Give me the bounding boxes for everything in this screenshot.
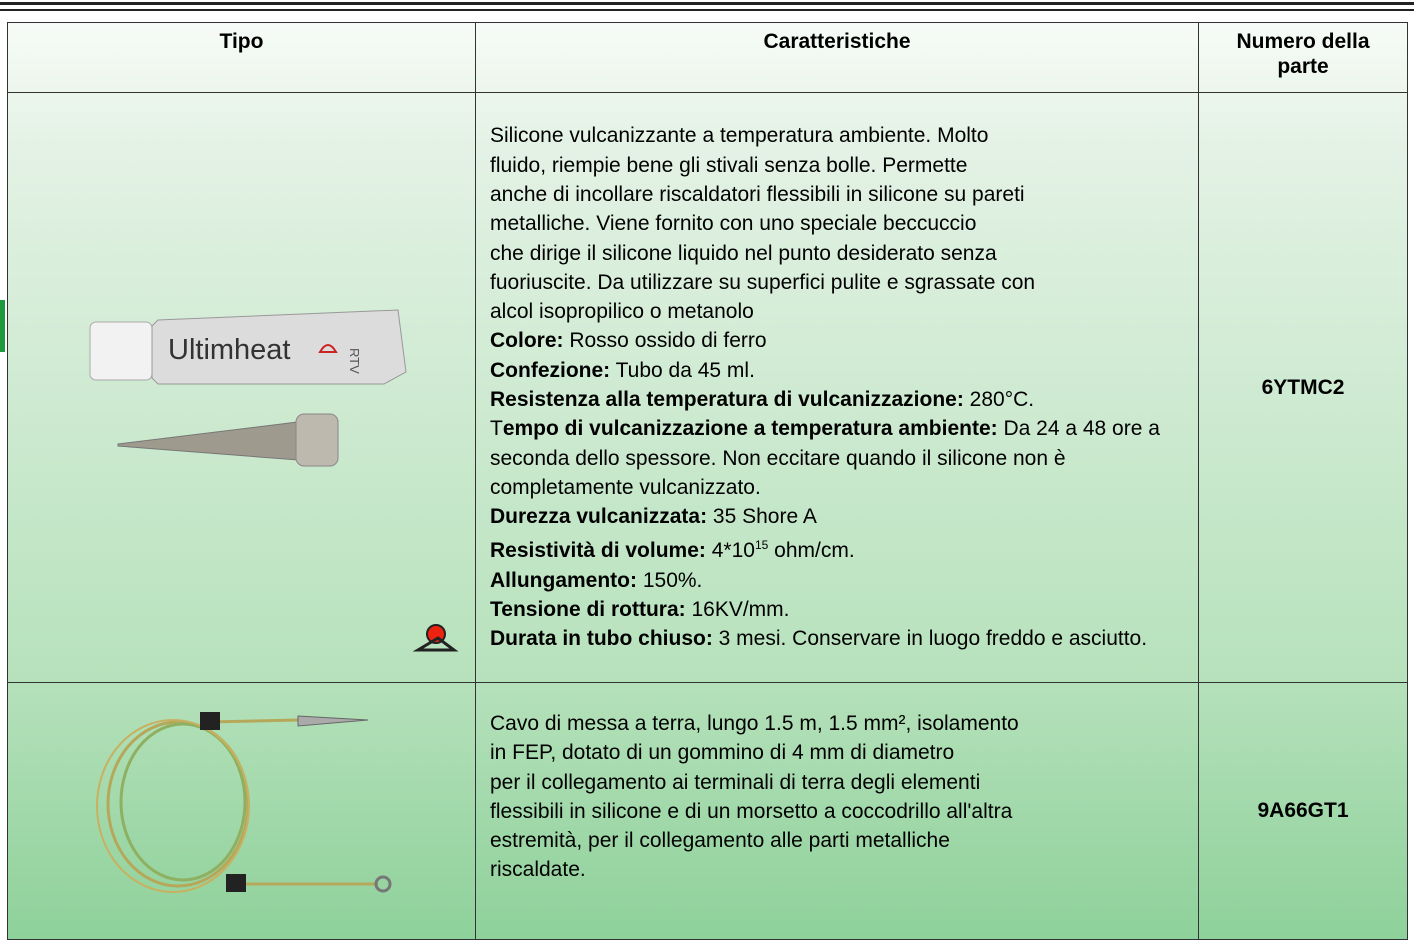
property: Confezione: Tubo da 45 ml. (490, 356, 1186, 385)
header-cell: Caratteristiche (475, 22, 1199, 93)
property: Durata in tubo chiuso: 3 mesi. Conservar… (490, 624, 1186, 653)
property-label: Tensione di rottura: (490, 598, 686, 622)
property-value: 35 Shore A (707, 505, 817, 529)
product-table: Tipo Caratteristiche Numero della parte … (7, 22, 1408, 940)
property-label: Resistività di volume: (490, 539, 706, 563)
property-value: Rosso ossido di ferro (563, 329, 767, 353)
property-label: Durata in tubo chiuso: (490, 627, 713, 651)
property-label: Durezza vulcanizzata: (490, 505, 708, 529)
property-value: 16KV/mm. (685, 598, 790, 622)
description-line: fluido, riempie bene gli stivali senza b… (490, 153, 968, 177)
brand-label: Ultimheat (168, 334, 291, 366)
property-value: Tubo da 45 ml. (610, 358, 755, 382)
part-number: 6YTMC2 (1198, 92, 1408, 683)
tube-illustration: Ultimheat RTV (89, 308, 459, 651)
description-line: Silicone vulcanizzante a temperatura amb… (490, 124, 989, 148)
property-label: Allungamento: (490, 568, 637, 592)
property-label: Confezione: (490, 358, 611, 382)
property: Resistività di volume: 4*1015 ohm/cm. (490, 531, 1186, 565)
property-value: Da 24 a 48 ore a seconda dello spessore.… (490, 417, 1160, 499)
description-line: che dirige il silicone liquido nel punto… (490, 241, 997, 265)
property: Resistenza alla temperatura di vulcanizz… (490, 385, 1186, 414)
part-number: 9A66GT1 (1198, 682, 1408, 940)
property-unit: ohm/cm. (768, 539, 855, 563)
header-text: Numero della parte (1236, 30, 1370, 78)
property-prefix: T (490, 417, 503, 441)
property-label: Resistenza alla temperatura di vulcanizz… (490, 388, 964, 411)
side-marker (0, 300, 5, 352)
description-line: per il collegamento ai terminali di terr… (490, 770, 981, 794)
cable-illustration (96, 711, 392, 893)
property-label: Colore: (490, 329, 564, 353)
image-cell: Ultimheat RTV (7, 92, 476, 683)
description-line: flessibili in silicone e di un morsetto … (490, 799, 1013, 823)
property: Colore: Rosso ossido di ferro (490, 326, 1186, 355)
property-exponent: 15 (754, 538, 769, 553)
property-value: 4*10 (705, 539, 755, 563)
description-line: alcol isopropilico o metanolo (490, 300, 754, 324)
description-line: anche di incollare riscaldatori flessibi… (490, 182, 1025, 206)
top-rule (0, 2, 1414, 11)
header-cell: Tipo (7, 22, 476, 93)
property: Tensione di rottura: 16KV/mm. (490, 595, 1186, 624)
property-label: empo di vulcanizzazione a temperatura am… (502, 417, 998, 441)
description-line: metalliche. Viene fornito con uno specia… (490, 212, 977, 236)
property-value: 3 mesi. Conservare in luogo freddo e asc… (712, 627, 1148, 651)
brand-mark: RTV (347, 348, 362, 374)
property: Tempo di vulcanizzazione a temperatura a… (490, 414, 1186, 502)
description-line: fuoriuscite. Da utilizzare su superfici … (490, 270, 1036, 294)
property-value: 280°C. (963, 388, 1035, 411)
property: Allungamento: 150%. (490, 566, 1186, 595)
description-cell: Silicone vulcanizzante a temperatura amb… (475, 92, 1199, 683)
image-cell (7, 682, 476, 940)
description-line: Cavo di messa a terra, lungo 1.5 m, 1.5 … (490, 712, 1019, 735)
description-line: in FEP, dotato di un gommino di 4 mm di … (490, 741, 955, 765)
description-line: riscaldate. (490, 858, 586, 882)
property: Durezza vulcanizzata: 35 Shore A (490, 502, 1186, 531)
property-value: 150%. (637, 568, 703, 592)
description-cell: Cavo di messa a terra, lungo 1.5 m, 1.5 … (475, 682, 1199, 940)
header-cell: Numero della parte (1198, 22, 1408, 93)
description-line: estremità, per il collegamento alle part… (490, 829, 950, 853)
